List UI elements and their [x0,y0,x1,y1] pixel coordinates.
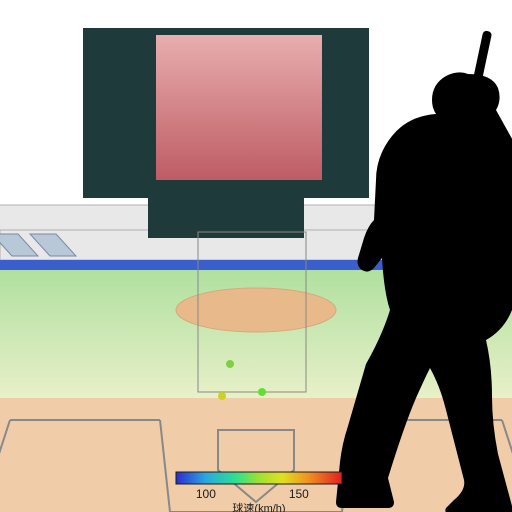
infield-dirt [0,398,512,512]
colorbar-gradient [176,472,342,484]
pitch-marker [258,388,266,396]
colorbar-label: 球速(km/h) [232,501,285,512]
scoreboard-support [148,188,304,238]
pitchers-mound [176,288,336,332]
pitch-marker [218,392,226,400]
pitch-marker [226,360,234,368]
colorbar-tick-label: 100 [196,487,216,501]
colorbar-tick-label: 150 [289,487,309,501]
chart-svg: 100 150 球速(km/h) [0,0,512,512]
scoreboard-screen [156,35,322,180]
pitch-location-chart: 100 150 球速(km/h) [0,0,512,512]
